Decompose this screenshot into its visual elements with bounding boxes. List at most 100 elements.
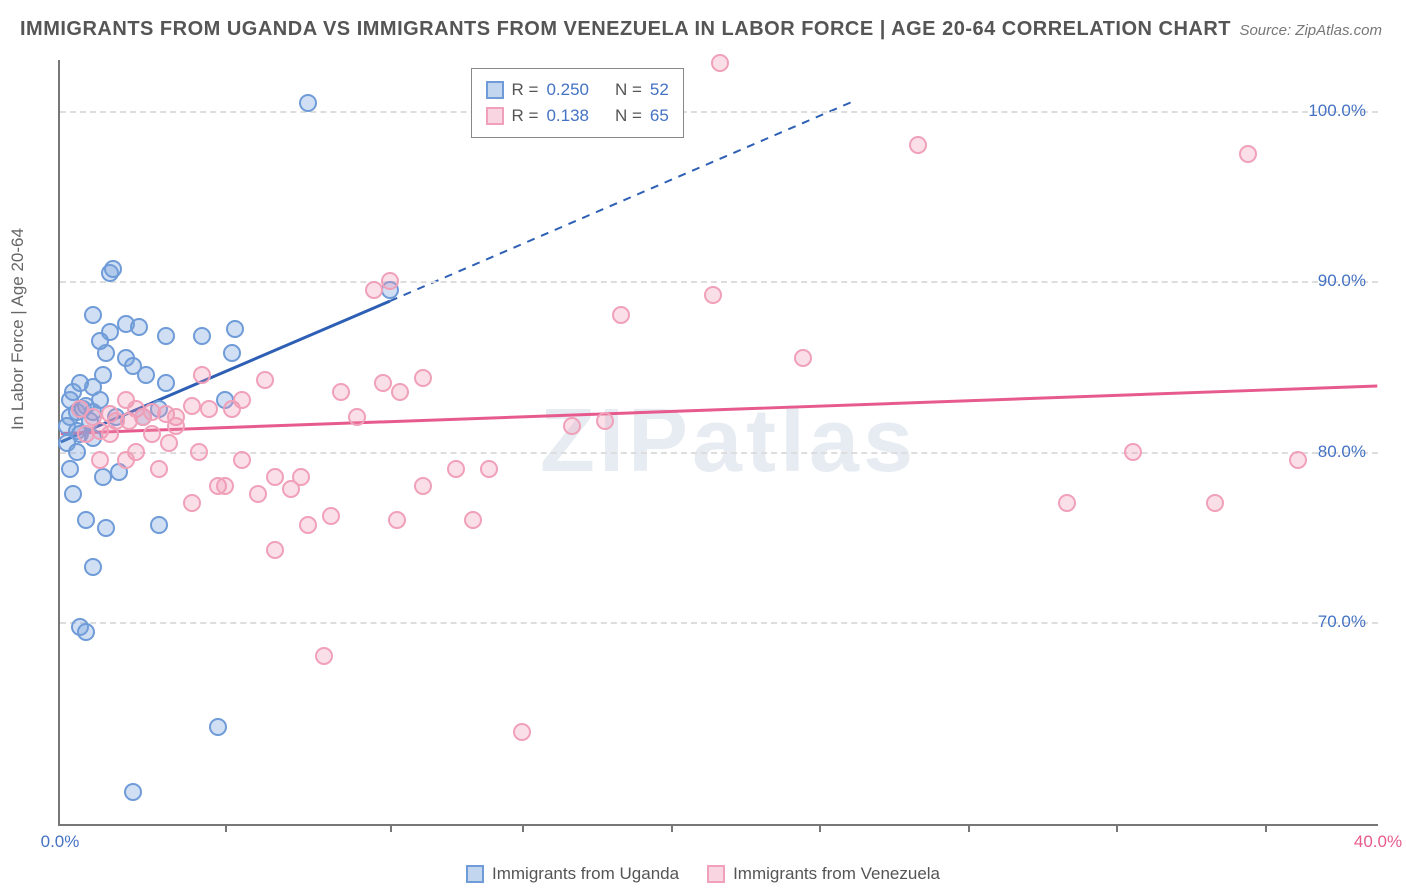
gridline-h xyxy=(60,281,1378,283)
data-point xyxy=(464,511,482,529)
y-tick-label: 70.0% xyxy=(1318,612,1366,632)
data-point xyxy=(348,408,366,426)
legend-r-label: R = xyxy=(512,103,539,129)
data-point xyxy=(71,374,89,392)
data-point xyxy=(256,371,274,389)
data-point xyxy=(299,94,317,112)
data-point xyxy=(190,443,208,461)
chart-title: IMMIGRANTS FROM UGANDA VS IMMIGRANTS FRO… xyxy=(20,18,1231,41)
data-point xyxy=(77,425,95,443)
data-point xyxy=(1206,494,1224,512)
data-point xyxy=(68,443,86,461)
data-point xyxy=(292,468,310,486)
x-tick-label-right: 40.0% xyxy=(1354,832,1402,852)
plot-area: ZIPatlas 70.0%80.0%90.0%100.0%0.0%40.0% xyxy=(58,60,1378,826)
data-point xyxy=(266,541,284,559)
data-point xyxy=(183,397,201,415)
data-point xyxy=(794,349,812,367)
data-point xyxy=(374,374,392,392)
data-point xyxy=(315,647,333,665)
data-point xyxy=(193,366,211,384)
legend-row: R = 0.250 N = 52 xyxy=(486,77,669,103)
data-point xyxy=(612,306,630,324)
data-point xyxy=(130,318,148,336)
data-point xyxy=(124,783,142,801)
data-point xyxy=(480,460,498,478)
data-point xyxy=(61,460,79,478)
data-point xyxy=(209,718,227,736)
data-point xyxy=(711,54,729,72)
data-point xyxy=(137,366,155,384)
watermark: ZIPatlas xyxy=(540,390,917,493)
data-point xyxy=(226,320,244,338)
legend-bottom: Immigrants from Uganda Immigrants from V… xyxy=(0,864,1406,884)
data-point xyxy=(97,519,115,537)
x-tick-label-left: 0.0% xyxy=(41,832,80,852)
legend-n-value: 52 xyxy=(650,77,669,103)
data-point xyxy=(64,485,82,503)
x-tick xyxy=(390,824,392,832)
legend-swatch xyxy=(707,865,725,883)
data-point xyxy=(91,451,109,469)
data-point xyxy=(77,511,95,529)
data-point xyxy=(596,412,614,430)
data-point xyxy=(167,417,185,435)
x-tick xyxy=(968,824,970,832)
data-point xyxy=(909,136,927,154)
trend-lines-layer xyxy=(60,60,1378,824)
data-point xyxy=(233,391,251,409)
data-point xyxy=(160,434,178,452)
legend-swatch xyxy=(466,865,484,883)
x-tick xyxy=(819,824,821,832)
chart-source: Source: ZipAtlas.com xyxy=(1239,22,1382,39)
y-tick-label: 90.0% xyxy=(1318,271,1366,291)
legend-row: R = 0.138 N = 65 xyxy=(486,103,669,129)
legend-r-label: R = xyxy=(512,77,539,103)
data-point xyxy=(233,451,251,469)
data-point xyxy=(704,286,722,304)
legend-item: Immigrants from Venezuela xyxy=(707,864,940,884)
x-tick xyxy=(671,824,673,832)
data-point xyxy=(414,369,432,387)
data-point xyxy=(266,468,284,486)
data-point xyxy=(84,306,102,324)
data-point xyxy=(414,477,432,495)
data-point xyxy=(332,383,350,401)
legend-swatch xyxy=(486,81,504,99)
data-point xyxy=(216,477,234,495)
data-point xyxy=(183,494,201,512)
data-point xyxy=(322,507,340,525)
y-tick-label: 100.0% xyxy=(1308,101,1366,121)
legend-label: Immigrants from Uganda xyxy=(492,864,679,884)
data-point xyxy=(1058,494,1076,512)
legend-n-label: N = xyxy=(615,103,642,129)
legend-r-value: 0.250 xyxy=(546,77,589,103)
legend-n-value: 65 xyxy=(650,103,669,129)
data-point xyxy=(193,327,211,345)
data-point xyxy=(299,516,317,534)
x-tick xyxy=(1116,824,1118,832)
data-point xyxy=(447,460,465,478)
data-point xyxy=(563,417,581,435)
legend-n-label: N = xyxy=(615,77,642,103)
data-point xyxy=(388,511,406,529)
x-tick xyxy=(1265,824,1267,832)
data-point xyxy=(391,383,409,401)
data-point xyxy=(94,366,112,384)
legend-r-value: 0.138 xyxy=(546,103,589,129)
legend-stats-box: R = 0.250 N = 52 R = 0.138 N = 65 xyxy=(471,68,684,138)
data-point xyxy=(84,558,102,576)
data-point xyxy=(104,260,122,278)
gridline-h xyxy=(60,622,1378,624)
y-tick-label: 80.0% xyxy=(1318,442,1366,462)
data-point xyxy=(200,400,218,418)
data-point xyxy=(365,281,383,299)
data-point xyxy=(91,332,109,350)
data-point xyxy=(150,516,168,534)
data-point xyxy=(249,485,267,503)
data-point xyxy=(143,425,161,443)
y-axis-label: In Labor Force | Age 20-64 xyxy=(8,228,28,430)
x-tick xyxy=(522,824,524,832)
legend-label: Immigrants from Venezuela xyxy=(733,864,940,884)
data-point xyxy=(157,327,175,345)
